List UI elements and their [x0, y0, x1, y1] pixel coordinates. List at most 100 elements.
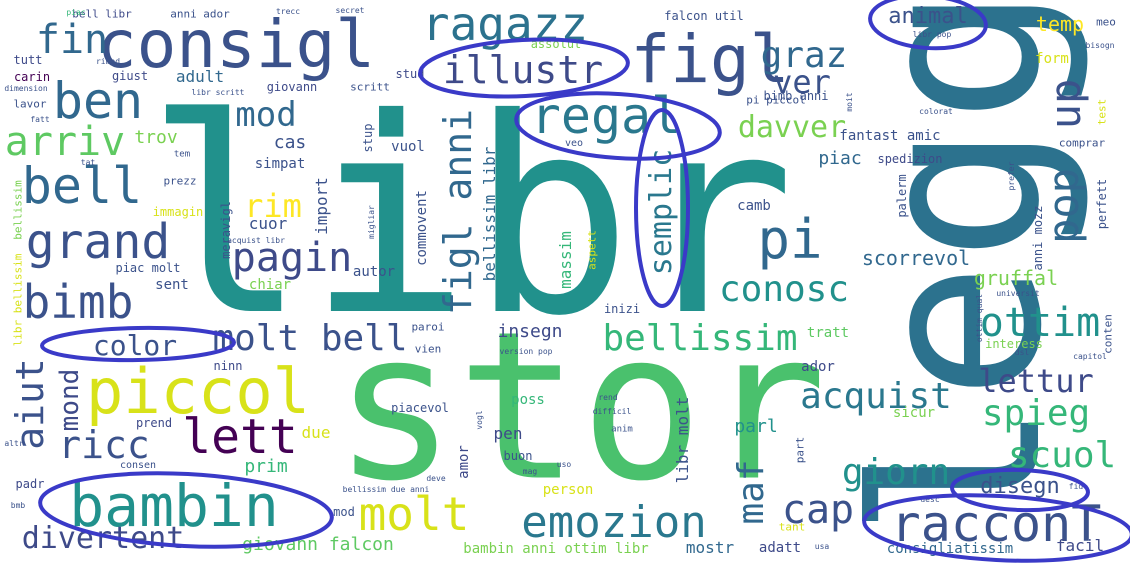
word-altr: altr [4, 439, 24, 448]
word-libr-molt: libr molt [673, 396, 692, 484]
word-mag: mag [522, 467, 538, 476]
word-interess: interess [985, 337, 1043, 351]
word-prim: prim [244, 456, 288, 477]
word-simpat: simpat [254, 156, 306, 172]
word-piac: piac [818, 148, 862, 169]
word-secret: secret [335, 6, 365, 15]
word-acquist-libr: acquist libr [227, 236, 285, 245]
word-piccol: piccol [86, 355, 310, 428]
word-piacevol: piacevol [391, 401, 449, 415]
word-semplic: semplic [644, 148, 679, 276]
word-scuol: scuol [1007, 435, 1117, 476]
word-vuol: vuol [391, 139, 425, 155]
word-padr: padr [15, 477, 45, 491]
word-cas: cas [273, 132, 307, 153]
word-lett: lett [182, 409, 298, 465]
word-mod: mod [235, 95, 297, 135]
word-dimension: dimension [4, 84, 48, 93]
word-universit: universit [996, 289, 1040, 298]
word-bell: bell [21, 157, 143, 215]
word-mond: mond [55, 368, 85, 432]
word-usa: usa [814, 542, 830, 551]
word-gruffal: gruffal [973, 266, 1059, 290]
word-anni-mozz: anni mozz [1031, 205, 1045, 271]
word-aiut: aiut [8, 358, 52, 450]
word-desc: desc [920, 495, 940, 504]
word-anni-ador: anni ador [170, 7, 230, 21]
word-rim: rim [244, 187, 302, 225]
word-bellissim: bellissim [602, 318, 798, 359]
word-giovann: giovann [266, 80, 318, 94]
word-prezz: prezz [163, 174, 197, 188]
word-prend: prend [135, 416, 173, 430]
word-animal: animal [888, 4, 968, 29]
word-ottim: ottim [979, 300, 1101, 346]
word-mostr: mostr [685, 538, 735, 557]
word-consigl: consigl [96, 6, 376, 83]
word-grand: grand [25, 214, 171, 270]
word-test: test [1095, 98, 1109, 126]
word-ottim-qual: ottim qual [975, 293, 984, 343]
word-cuor: cuor [248, 214, 288, 233]
word-pi-piccol: pi piccol [746, 93, 806, 107]
word-pagin: pagin [231, 235, 353, 281]
word-pi: pi [757, 208, 823, 271]
word-autor: autor [352, 264, 396, 280]
word-giust: giust [111, 69, 149, 83]
word-spedizion: spedizion [877, 152, 943, 166]
word-adatt: adatt [758, 540, 802, 556]
word-bambin-anni-ottim-libr: bambin anni ottim libr [463, 541, 649, 557]
word-camb: camb [737, 198, 771, 214]
word-insegn: insegn [497, 321, 563, 342]
word-giorn: giorn [841, 452, 951, 493]
word-stud: stud [395, 67, 425, 81]
word-bimb: bimb [22, 275, 134, 329]
word-chiar: chiar [248, 277, 292, 293]
word-parl: parl [734, 416, 778, 437]
word-uso: uso [556, 460, 572, 469]
word-amor: amor [456, 445, 472, 479]
word-difficil: difficil [592, 407, 632, 416]
word-paroi: paroi [411, 320, 445, 334]
word-ricc: ricc [58, 423, 150, 467]
word-perfett: perfett [1095, 178, 1109, 230]
word-fantast-amic: fantast amic [839, 128, 941, 144]
word-davver: davver [737, 110, 847, 145]
word-bellissim-small: bellissim [11, 180, 25, 240]
word-libr-bellissim: libr bellissim [11, 253, 25, 347]
word-lavor: lavor [13, 97, 47, 111]
word-mod-small: mod [333, 505, 355, 519]
word-ver: ver [773, 63, 831, 101]
word-comprar: comprar [1058, 136, 1106, 150]
word-buon: buon [503, 449, 533, 463]
word-molt: molt [358, 487, 470, 541]
word-sicur: sicur [892, 405, 936, 421]
word-prefer: prefer [1007, 161, 1016, 191]
word-dsl: dsl [1014, 348, 1030, 357]
word-person: person [542, 482, 594, 498]
word-bimb-anni: bimb anni [763, 89, 829, 103]
word-bmb: bmb [10, 501, 26, 510]
word-assolut: assolut [530, 37, 582, 51]
word-spieg: spieg [981, 393, 1091, 434]
word-trov: trov [134, 127, 178, 148]
word-rimed: rimed [95, 57, 121, 66]
word-vogl: vogl [475, 410, 484, 430]
word-scritt: scritt [350, 80, 390, 94]
word-stor: stor [333, 288, 827, 527]
word-figl-anni: figl anni [436, 109, 480, 315]
word-migliar: migliar [367, 205, 376, 239]
word-piac-small: piac [66, 8, 86, 17]
word-meo: meo [1096, 15, 1116, 29]
word-bell-libr: bell libr [72, 7, 132, 21]
word-molt-bell: molt bell [212, 318, 408, 359]
word-piac-molt: piac molt [115, 261, 181, 275]
word-acquist: acquist [800, 376, 952, 417]
word-temp: temp [1035, 12, 1085, 36]
word-emozion: emozion [521, 497, 707, 548]
word-immagin: immagin [152, 205, 204, 219]
word-tem: tem [173, 149, 191, 160]
word-falcon-util: falcon util [664, 9, 744, 23]
word-giovann-falcon: giovann falcon [242, 534, 394, 555]
